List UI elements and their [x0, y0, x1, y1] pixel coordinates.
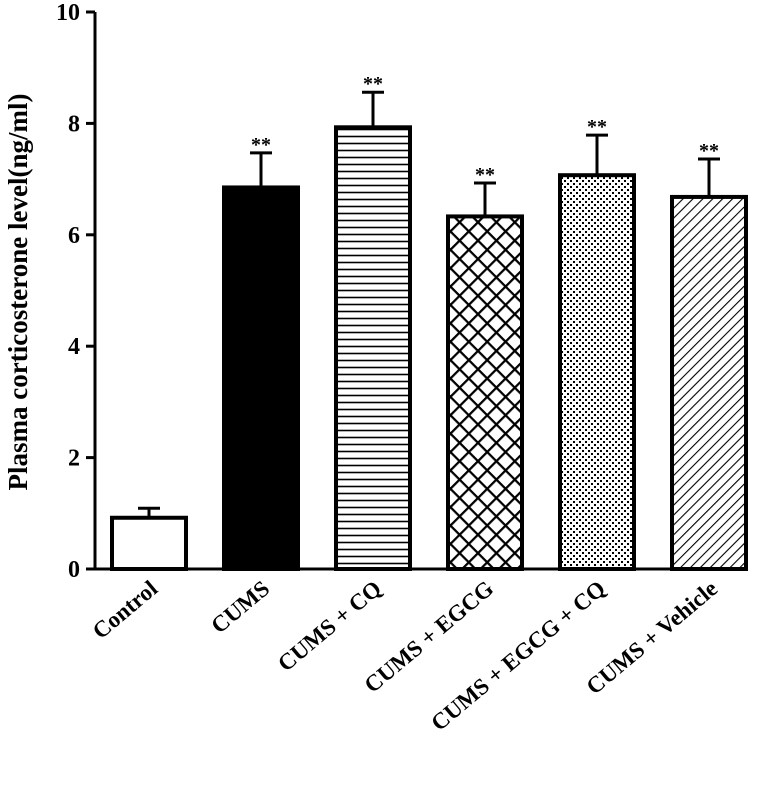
- y-tick-label: 0: [68, 557, 80, 583]
- bar: [334, 125, 412, 571]
- y-tick-label: 4: [68, 334, 80, 360]
- y-axis-title: Plasma corticosterone level(ng/ml): [3, 94, 33, 491]
- y-tick-label: 6: [68, 223, 80, 249]
- significance-label: **: [587, 116, 607, 138]
- y-tick-label: 10: [56, 0, 80, 26]
- bar: [222, 185, 300, 572]
- y-tick-label: 2: [68, 446, 80, 472]
- significance-label: **: [251, 134, 271, 156]
- x-category-label: CUMS + CQ: [273, 576, 386, 677]
- bar: [558, 173, 636, 572]
- significance-label: **: [363, 73, 383, 95]
- x-category-label: Control: [88, 576, 162, 644]
- significance-label: **: [475, 164, 495, 186]
- bar: [670, 194, 748, 571]
- bar: [446, 214, 524, 571]
- bar: [110, 515, 188, 571]
- y-tick-label: 8: [68, 111, 80, 137]
- x-category-label: CUMS: [206, 576, 274, 639]
- y-axis-ticks: 0 2 4 6 8 10: [56, 0, 95, 583]
- bars: ** ** ** ** **: [110, 73, 748, 572]
- significance-label: **: [699, 140, 719, 162]
